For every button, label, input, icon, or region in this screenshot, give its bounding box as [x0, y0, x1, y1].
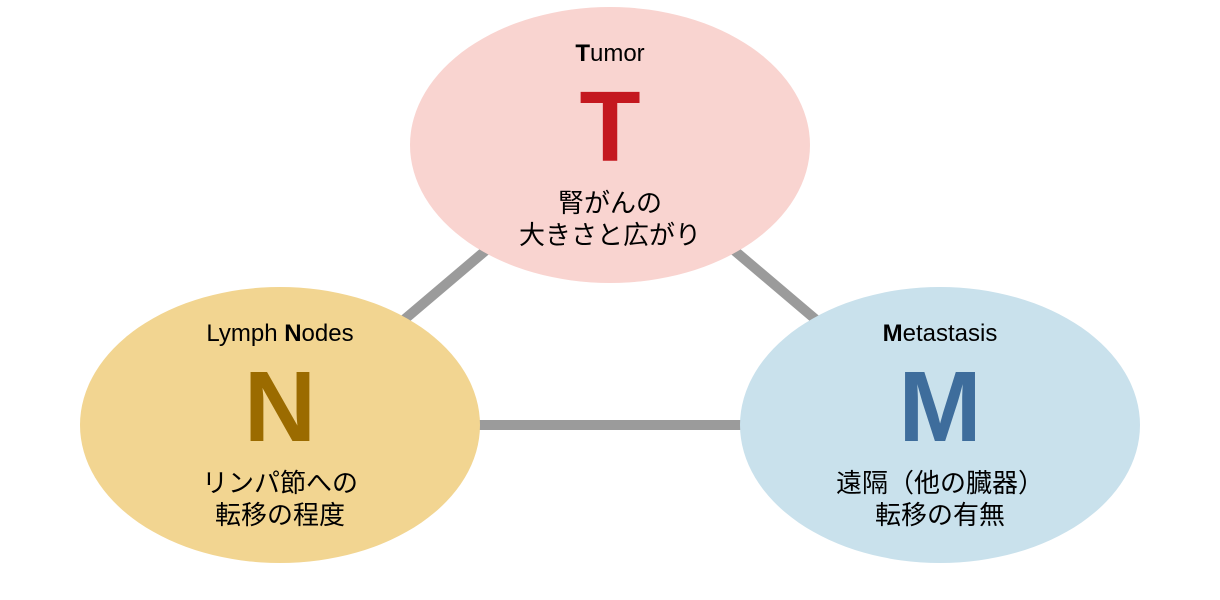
tnm-diagram: Tumor T 腎がんの 大きさと広がり Lymph Nodes N リンパ節へ…: [0, 0, 1220, 600]
node-tumor-heading: Tumor: [575, 39, 644, 69]
heading-bold: T: [575, 40, 590, 67]
node-n-heading: Lymph Nodes: [206, 319, 353, 349]
desc-line: 腎がんの: [519, 187, 701, 220]
heading-rest: odes: [302, 320, 354, 347]
node-n-letter: N: [244, 357, 316, 457]
heading-rest: umor: [590, 40, 645, 67]
node-tumor-letter: T: [579, 77, 640, 177]
node-metastasis: Metastasis M 遠隔（他の臓器） 転移の有無: [740, 287, 1140, 563]
node-lymph-nodes: Lymph Nodes N リンパ節への 転移の程度: [80, 287, 480, 563]
desc-line: リンパ節への: [202, 467, 358, 500]
heading-bold: M: [883, 320, 903, 347]
node-m-letter: M: [898, 357, 981, 457]
node-tumor: Tumor T 腎がんの 大きさと広がり: [410, 7, 810, 283]
desc-line: 大きさと広がり: [519, 219, 701, 252]
node-m-desc: 遠隔（他の臓器） 転移の有無: [836, 467, 1044, 532]
heading-rest: etastasis: [903, 320, 998, 347]
heading-prefix: Lymph: [206, 320, 284, 347]
node-tumor-desc: 腎がんの 大きさと広がり: [519, 187, 701, 252]
node-n-desc: リンパ節への 転移の程度: [202, 467, 358, 532]
heading-bold: N: [284, 320, 301, 347]
desc-line: 遠隔（他の臓器）: [836, 467, 1044, 500]
desc-line: 転移の程度: [202, 499, 358, 532]
desc-line: 転移の有無: [836, 499, 1044, 532]
node-m-heading: Metastasis: [883, 319, 998, 349]
